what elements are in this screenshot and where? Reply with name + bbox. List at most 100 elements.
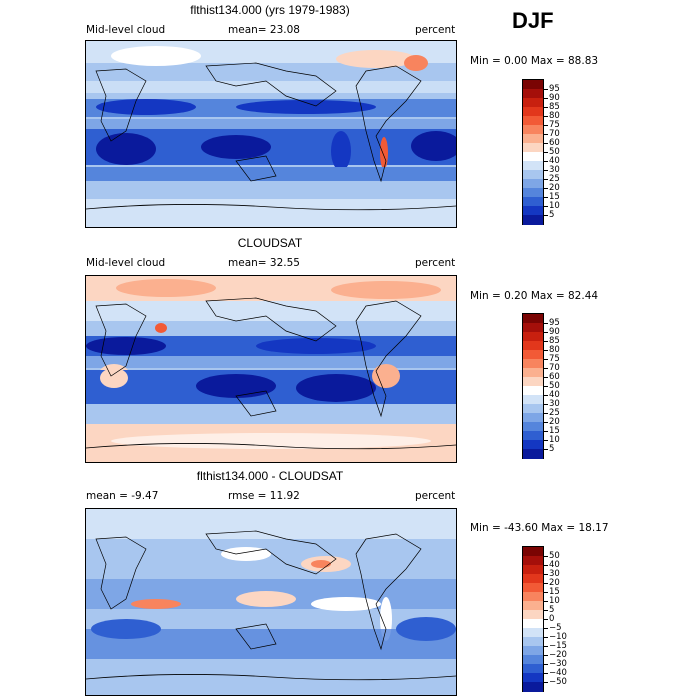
colorbar-label: −50 [549,677,567,687]
panel-units-label: percent [415,490,456,502]
colorbar-swatch [523,404,543,414]
colorbar-label: 0 [549,614,555,624]
colorbar-label: 95 [549,84,560,94]
colorbar-label: 20 [549,417,560,427]
colorbar-tick [543,619,548,620]
colorbar-swatch [523,341,543,351]
colorbar-label: 40 [549,560,560,570]
colorbar-label: 50 [549,381,560,391]
colorbar-label: 90 [549,93,560,103]
season-label: DJF [512,8,554,33]
colorbar-label: 15 [549,426,560,436]
colorbar-swatch [523,628,543,638]
colorbar-label: −20 [549,650,567,660]
panel-title: flthist134.000 - CLOUDSAT [196,469,344,483]
colorbar-swatch [523,134,543,144]
colorbar-label: −15 [549,641,567,651]
colorbar-label: 70 [549,363,560,373]
colorbar-swatch [523,98,543,108]
colorbar-tick [543,422,548,423]
colorbar-tick [543,89,548,90]
colorbar-swatch [523,215,543,225]
colorbar-label: 20 [549,183,560,193]
colorbar-tick [543,655,548,656]
colorbar-swatch [523,179,543,189]
panel-title: CLOUDSAT [237,236,303,250]
colorbar-label: −40 [549,668,567,678]
colorbar-swatch [523,386,543,396]
colorbar-label: 15 [549,587,560,597]
colorbar-tick [543,628,548,629]
colorbar-swatch [523,116,543,126]
colorbar-swatch [523,655,543,665]
colorbar-swatch [523,350,543,360]
colorbar-tick [543,368,548,369]
colorbar-tick [543,673,548,674]
colorbar-tick [543,646,548,647]
colorbar-swatch [523,332,543,342]
colorbar-tick [543,188,548,189]
colorbar-tick [543,592,548,593]
colorbar-tick [543,440,548,441]
colorbar-tick [543,143,548,144]
panel-rmse-label: rmse = 11.92 [228,490,300,502]
colorbar-label: 40 [549,156,560,166]
colorbar-swatch [523,619,543,629]
panel-minmax: Min = -43.60 Max = 18.17 [470,522,609,534]
colorbar-tick [543,323,548,324]
panel-variable-label: Mid-level cloud [86,257,166,269]
colorbar-swatch [523,449,543,459]
colorbar-tick [543,341,548,342]
colorbar-tick [543,206,548,207]
colorbar-swatch [523,125,543,135]
colorbar-swatch [523,610,543,620]
colorbar-swatch [523,89,543,99]
map-field-model [86,41,456,227]
colorbar-tick [543,565,548,566]
colorbar-tick [543,682,548,683]
colorbar-tick [543,601,548,602]
colorbar-tick [543,637,548,638]
colorbar-label: 80 [549,345,560,355]
colorbar-label: 5 [549,444,555,454]
colorbar-label: 5 [549,605,555,615]
colorbar-tick [543,395,548,396]
colorbar-label: 80 [549,111,560,121]
colorbar-label: 95 [549,318,560,328]
colorbar-tick [543,197,548,198]
colorbar-label: 25 [549,408,560,418]
panel-variable-label: Mid-level cloud [86,24,166,36]
colorbar-label: 10 [549,435,560,445]
colorbar-label: 5 [549,210,555,220]
colorbar-tick [543,583,548,584]
panel-units-label: percent [415,24,456,36]
colorbar-tick [543,386,548,387]
colorbar-swatch [523,547,543,557]
colorbar-label: 75 [549,354,560,364]
colorbar-label: 60 [549,138,560,148]
colorbar-tick [543,359,548,360]
panel-mean-label: mean= 23.08 [228,24,300,36]
colorbar-label: 40 [549,390,560,400]
colorbar-label: 70 [549,129,560,139]
colorbar-tick [543,350,548,351]
colorbar-tick [543,377,548,378]
panel-mean-label: mean= 32.55 [228,257,300,269]
colorbar-label: 85 [549,102,560,112]
panel-minmax: Min = 0.20 Max = 82.44 [470,290,599,302]
colorbar-swatch [523,161,543,171]
colorbar-swatch [523,637,543,647]
colorbar-label: 75 [549,120,560,130]
map-field-obs [86,276,456,462]
colorbar-swatch [523,583,543,593]
colorbar-label: 30 [549,569,560,579]
colorbar-label: 50 [549,551,560,561]
colorbar-swatch [523,440,543,450]
colorbar-swatch [523,413,543,423]
colorbar-swatch [523,170,543,180]
colorbar-label: 10 [549,596,560,606]
colorbar-label: 25 [549,174,560,184]
colorbar-swatch [523,368,543,378]
colorbar-swatch [523,682,543,692]
colorbar-tick [543,179,548,180]
